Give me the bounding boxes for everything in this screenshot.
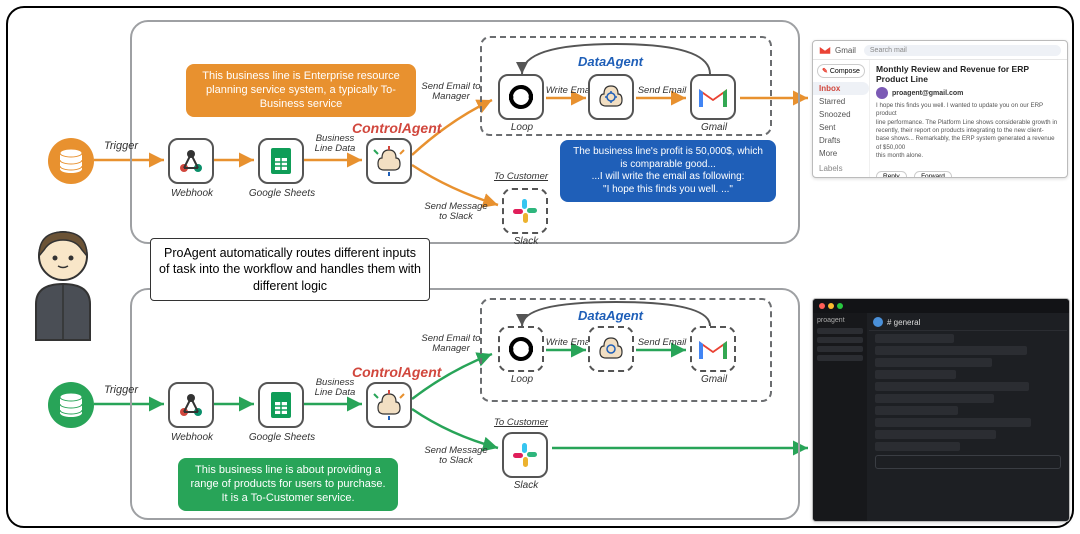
gmail-side-item[interactable]: Sent [813, 121, 869, 134]
sheets-label-top: Google Sheets [242, 188, 322, 199]
edge-to-customer-bottom: To Customer [488, 418, 554, 428]
control-agent-node-bottom [366, 382, 412, 428]
loop-node-top [498, 74, 544, 120]
gmail-label-top: Gmail [674, 122, 754, 133]
trigger-db-bottom [48, 382, 94, 428]
brain-agent-icon [372, 144, 406, 178]
gmail-side-item[interactable]: More [813, 147, 869, 160]
gmail-side-item[interactable]: Starred [813, 95, 869, 108]
data-agent-label-top: DataAgent [578, 54, 643, 69]
gmail-panel: Gmail Search mail ✎Compose InboxStarredS… [812, 40, 1068, 178]
control-agent-label-bottom: ControlAgent [352, 364, 441, 380]
callout-blue: The business line's profit is 50,000$, w… [560, 140, 776, 202]
webhook-label-top: Webhook [152, 188, 232, 199]
slack-icon [510, 196, 540, 226]
channel-name: # general [887, 318, 920, 327]
chat-input[interactable] [875, 455, 1061, 469]
loop-node-bottom [498, 326, 544, 372]
data-agent-node-top [588, 74, 634, 120]
edge-send-email-top: Send Email [636, 86, 688, 96]
brain-gear-icon [594, 80, 628, 114]
central-description: ProAgent automatically routes different … [150, 238, 430, 301]
chat-message [875, 442, 960, 451]
chat-message [875, 418, 1031, 427]
gmail-node-bottom [690, 326, 736, 372]
callout-top-orange: This business line is Enterprise resourc… [186, 64, 416, 117]
chat-message [875, 394, 994, 403]
edge-to-customer-top: To Customer [488, 172, 554, 182]
traffic-min[interactable] [828, 303, 834, 309]
webhook-node-top [168, 138, 214, 184]
control-agent-node-top [366, 138, 412, 184]
chat-message [875, 430, 996, 439]
chat-sidebar: proagent [813, 313, 867, 522]
traffic-max[interactable] [837, 303, 843, 309]
mail-body: I hope this finds you well. I wanted to … [876, 102, 1061, 161]
mail-subject: Monthly Review and Revenue for ERP Produ… [876, 64, 1061, 84]
channel-avatar [873, 317, 883, 327]
chat-panel: proagent # general [812, 298, 1070, 522]
chat-message [875, 406, 958, 415]
sheets-node-bottom [258, 382, 304, 428]
trigger-db-top [48, 138, 94, 184]
mail-from: proagent@gmail.com [892, 90, 963, 97]
gmail-title: Gmail [835, 46, 856, 55]
loop-icon [506, 82, 536, 112]
workspace-name: proagent [817, 317, 863, 324]
traffic-close[interactable] [819, 303, 825, 309]
chat-message [875, 370, 956, 379]
gmail-label-bottom: Gmail [674, 374, 754, 385]
callout-bottom-green: This business line is about providing a … [178, 458, 398, 511]
edge-business-line-top: Business Line Data [310, 134, 360, 155]
avatar [876, 87, 888, 99]
edge-send-email-bottom: Send Email [636, 338, 688, 348]
gmail-search[interactable]: Search mail [864, 45, 1061, 56]
reply-button[interactable]: Reply [876, 171, 907, 178]
data-agent-node-bottom [588, 326, 634, 372]
gmail-side-item[interactable]: Snoozed [813, 108, 869, 121]
webhook-node-bottom [168, 382, 214, 428]
sheets-node-top [258, 138, 304, 184]
sheets-label-bottom: Google Sheets [242, 432, 322, 443]
chat-message [875, 382, 1029, 391]
gmail-mail-view: Monthly Review and Revenue for ERP Produ… [870, 60, 1067, 178]
labels-header: Labels [813, 162, 869, 175]
edge-business-line-bottom: Business Line Data [310, 378, 360, 399]
webhook-icon [176, 146, 206, 176]
edge-send-slack-bottom: Send Message to Slack [420, 446, 492, 467]
gmail-sidebar: ✎Compose InboxStarredSnoozedSentDraftsMo… [813, 60, 870, 178]
forward-button[interactable]: Forward [914, 171, 952, 178]
gmail-logo-icon [819, 45, 831, 55]
user-figure [18, 222, 108, 347]
webhook-label-bottom: Webhook [152, 432, 232, 443]
trigger-label-top: Trigger [96, 140, 146, 152]
gmail-node-top [690, 74, 736, 120]
chat-message [875, 346, 1027, 355]
gmail-side-item[interactable]: Drafts [813, 134, 869, 147]
control-agent-label-top: ControlAgent [352, 120, 441, 136]
chat-main: # general [867, 313, 1069, 522]
data-agent-label-bottom: DataAgent [578, 308, 643, 323]
loop-label-bottom: Loop [482, 374, 562, 385]
slack-node-top [502, 188, 548, 234]
edge-send-email-mgr-bottom: Send Email to Manager [420, 334, 482, 355]
gmail-side-item[interactable]: Inbox [813, 82, 869, 95]
edge-send-email-mgr-top: Send Email to Manager [420, 82, 482, 103]
chat-message [875, 358, 992, 367]
slack-label-top: Slack [486, 236, 566, 247]
gmail-icon [697, 85, 729, 109]
slack-label-bottom: Slack [486, 480, 566, 491]
chat-message [875, 334, 954, 343]
google-sheets-icon [268, 146, 294, 176]
compose-button[interactable]: ✎Compose [817, 64, 865, 78]
trigger-label-bottom: Trigger [96, 384, 146, 396]
label-item[interactable]: SendToAdd [813, 175, 869, 178]
loop-label-top: Loop [482, 122, 562, 133]
edge-send-slack-top: Send Message to Slack [420, 202, 492, 223]
slack-node-bottom [502, 432, 548, 478]
